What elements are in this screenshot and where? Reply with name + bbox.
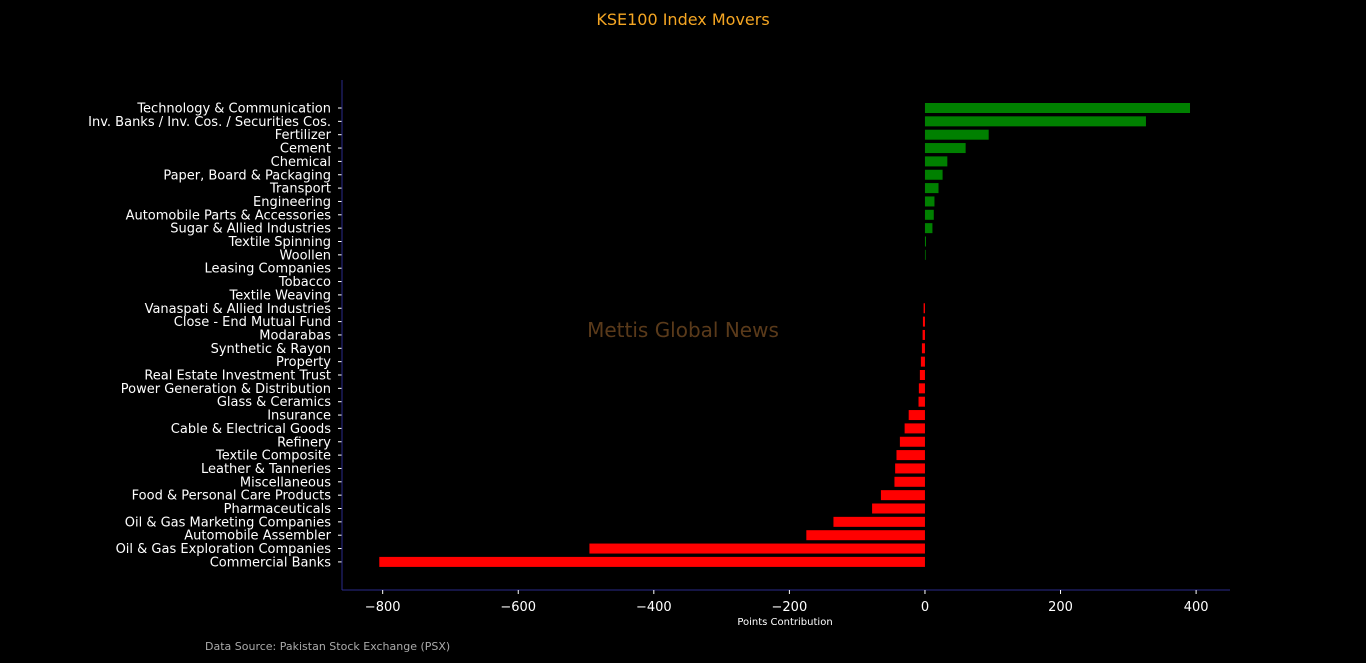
category-label: Textile Weaving [229,288,332,303]
bar [918,383,925,394]
bar [908,410,925,421]
bar [924,236,926,247]
bar [922,316,925,327]
category-label: Insurance [267,409,331,424]
category-label: Glass & Ceramics [217,395,331,410]
bar [895,463,925,474]
bar [896,450,925,461]
category-label: Tobacco [278,275,331,290]
category-label: Sugar & Allied Industries [170,222,331,237]
category-label: Synthetic & Rayon [211,342,331,357]
bar [924,103,1191,113]
category-label: Cement [280,142,331,157]
bar [589,543,925,554]
x-tick-label: −400 [636,600,672,615]
category-label: Paper, Board & Packaging [163,168,331,183]
bar [921,343,925,354]
bar [379,556,925,567]
bar [806,530,925,541]
category-label: Refinery [277,435,331,450]
category-label: Cable & Electrical Goods [171,422,331,437]
watermark-text: Mettis Global News [587,318,779,342]
category-label: Textile Spinning [228,235,331,250]
bar [924,196,935,207]
x-tick-label: −800 [365,600,401,615]
bar [924,143,966,154]
bar [880,490,925,501]
category-label: Leather & Tanneries [201,462,331,477]
category-label: Modarabas [259,328,331,343]
category-label: Automobile Assembler [184,529,331,544]
bar [918,396,925,407]
category-label: Oil & Gas Marketing Companies [125,515,331,530]
bar [872,503,925,514]
bar [922,329,925,340]
bar [924,129,989,140]
category-label: Chemical [271,155,331,170]
category-label: Fertilizer [275,128,332,143]
bar [924,223,933,234]
category-label: Textile Composite [215,449,331,464]
chart-title: KSE100 Index Movers [596,10,770,29]
bar [920,356,925,367]
bars-group [379,103,1191,567]
bar [833,516,925,527]
category-label: Close - End Mutual Fund [174,315,331,330]
category-label: Commercial Banks [210,555,332,570]
x-tick-label: 200 [1048,600,1073,615]
bar [899,436,925,447]
category-label: Transport [269,182,331,197]
x-tick-label: −600 [500,600,536,615]
bar [904,423,925,434]
bar [924,183,939,194]
category-label: Food & Personal Care Products [132,489,332,504]
category-label: Miscellaneous [240,475,331,490]
bar [924,209,934,220]
bar [923,303,925,314]
x-axis-label: Points Contribution [737,617,833,628]
category-label: Automobile Parts & Accessories [126,208,332,223]
category-label: Power Generation & Distribution [121,382,331,397]
category-label: Property [276,355,331,370]
bar [894,476,925,487]
x-tick-label: −200 [772,600,808,615]
bar [924,169,943,180]
category-label: Woollen [280,248,331,263]
bar [919,370,925,380]
bar [924,249,926,260]
data-source-note: Data Source: Pakistan Stock Exchange (PS… [205,640,451,653]
category-label: Pharmaceuticals [224,502,332,517]
bar [924,156,948,167]
category-label: Real Estate Investment Trust [144,369,331,384]
x-tick-label: 0 [921,600,929,615]
category-label: Inv. Banks / Inv. Cos. / Securities Cos. [88,115,331,130]
category-label: Leasing Companies [204,262,331,277]
category-label: Engineering [253,195,331,210]
x-tick-label: 400 [1184,600,1209,615]
category-label: Technology & Communication [136,102,331,117]
axes-group: −800 −600 −400 −200 0 200 400 [338,80,1230,615]
category-label: Vanaspati & Allied Industries [145,302,332,317]
bar [924,116,1146,127]
category-label: Oil & Gas Exploration Companies [116,542,332,557]
